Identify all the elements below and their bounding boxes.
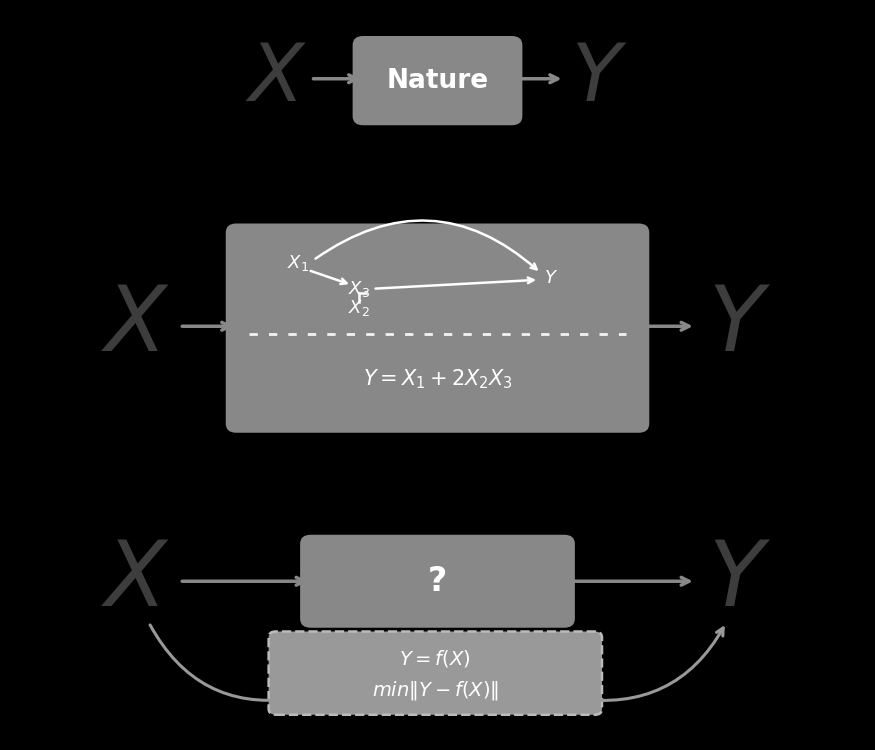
Text: $\mathit{Y}$: $\mathit{Y}$ <box>708 283 771 370</box>
FancyArrowPatch shape <box>150 625 291 704</box>
FancyBboxPatch shape <box>353 36 522 125</box>
Text: $\mathit{Y}$: $\mathit{Y}$ <box>571 40 627 118</box>
FancyBboxPatch shape <box>300 535 575 628</box>
FancyBboxPatch shape <box>269 632 602 715</box>
FancyArrowPatch shape <box>576 628 724 701</box>
Text: $Y = f(X)$: $Y = f(X)$ <box>400 648 471 669</box>
FancyArrowPatch shape <box>375 278 534 289</box>
Text: $Y$: $Y$ <box>544 268 558 286</box>
FancyArrowPatch shape <box>311 271 346 284</box>
Text: $X_3$: $X_3$ <box>347 279 370 298</box>
Text: $\mathit{X}$: $\mathit{X}$ <box>101 538 171 625</box>
Text: $X_2$: $X_2$ <box>348 298 369 317</box>
Text: Nature: Nature <box>387 68 488 94</box>
Text: $min\Vert Y - f(X)\Vert$: $min\Vert Y - f(X)\Vert$ <box>372 680 499 703</box>
Text: $\mathit{Y}$: $\mathit{Y}$ <box>708 538 771 625</box>
FancyBboxPatch shape <box>226 224 649 433</box>
Text: $Y = X_1 + 2X_2X_3$: $Y = X_1 + 2X_2X_3$ <box>362 367 513 391</box>
Text: $\mathit{X}$: $\mathit{X}$ <box>101 283 171 370</box>
FancyArrowPatch shape <box>316 220 536 269</box>
Text: ?: ? <box>428 565 447 598</box>
Text: $X_1$: $X_1$ <box>286 253 309 272</box>
Text: $\mathit{X}$: $\mathit{X}$ <box>245 40 306 118</box>
